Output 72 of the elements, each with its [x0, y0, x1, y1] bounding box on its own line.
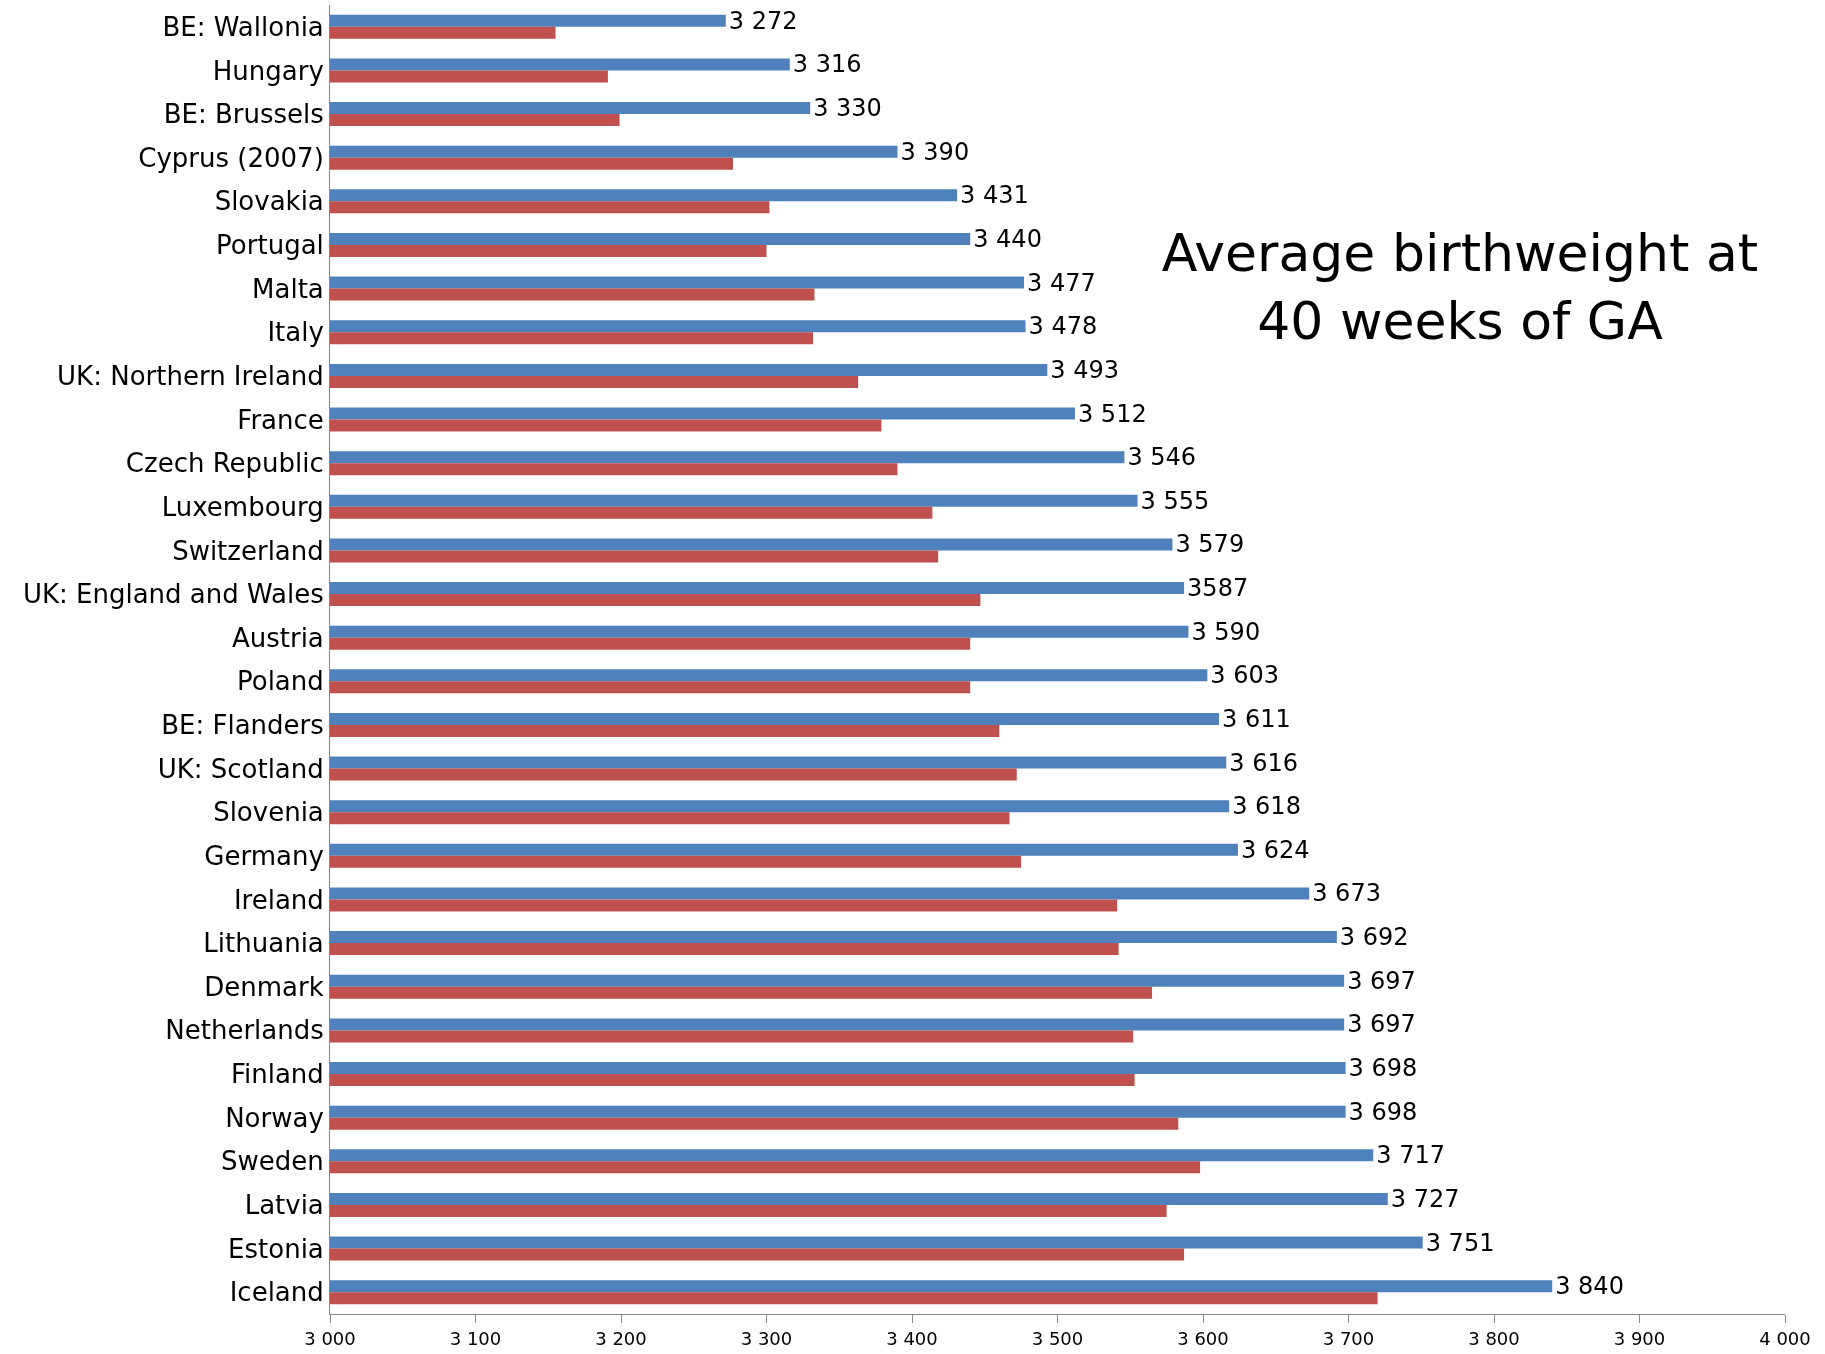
y-tick-label: Italy: [267, 317, 324, 348]
y-tick-label: Norway: [225, 1102, 324, 1133]
data-label: 3 431: [960, 181, 1029, 210]
y-tick-label: Iceland: [229, 1277, 324, 1308]
y-tick-label: Estonia: [228, 1233, 324, 1264]
y-tick-label: Finland: [230, 1059, 324, 1090]
data-label: 3 727: [1390, 1184, 1460, 1213]
data-label: 3 512: [1077, 399, 1147, 428]
y-tick-label: Slovakia: [214, 186, 324, 217]
x-tick-label: 3 100: [449, 1327, 502, 1349]
data-label: 3 272: [728, 6, 798, 35]
text: Average birthweight at 40 weeks of GA: [1160, 222, 1760, 353]
y-tick-label: Switzerland: [172, 535, 324, 566]
x-tick-label: 4 000: [1759, 1327, 1811, 1349]
data-label: 3 751: [1425, 1228, 1495, 1257]
x-tick-label: 3 200: [595, 1327, 647, 1349]
data-label: 3 618: [1232, 792, 1301, 821]
data-label: 3587: [1187, 574, 1249, 603]
y-tick-label: Czech Republic: [125, 448, 324, 479]
data-label: 3 316: [792, 50, 862, 79]
data-label: 3 692: [1339, 923, 1409, 952]
y-tick-label: Malta: [252, 273, 324, 304]
y-tick-label: Slovenia: [213, 797, 324, 828]
data-label: 3 390: [900, 137, 970, 166]
x-tick-label: 3 800: [1468, 1327, 1520, 1349]
data-label: 3 330: [813, 94, 882, 123]
y-tick-label: Sweden: [221, 1146, 324, 1177]
y-tick-label: BE: Flanders: [161, 710, 324, 741]
y-tick-label: Denmark: [204, 971, 324, 1002]
y-tick-label: Lithuania: [203, 928, 324, 959]
data-label: 3 698: [1348, 1054, 1418, 1083]
data-label: 3 579: [1175, 530, 1245, 559]
y-tick-label: BE: Brussels: [163, 99, 324, 130]
x-tick-label: 3 900: [1613, 1327, 1666, 1349]
x-tick-label: 3 400: [886, 1327, 938, 1349]
y-tick-label: BE: Wallonia: [162, 11, 324, 42]
data-label: 3 611: [1222, 704, 1291, 733]
x-tick-label: 3 500: [1031, 1327, 1084, 1349]
data-label: 3 477: [1027, 268, 1096, 297]
data-label: 3 478: [1028, 312, 1098, 341]
data-label: 3 590: [1191, 617, 1261, 646]
data-label: 3 616: [1229, 748, 1298, 777]
x-tick-label: 3 300: [740, 1327, 793, 1349]
y-tick-label: Germany: [204, 840, 324, 871]
data-label: 3 673: [1312, 879, 1381, 908]
y-tick-label: Latvia: [244, 1190, 324, 1221]
y-tick-label: UK: Scotland: [157, 753, 324, 784]
y-tick-label: Cyprus (2007): [138, 142, 324, 173]
data-label: 3 555: [1140, 486, 1210, 515]
data-label: 3 840: [1555, 1272, 1624, 1301]
y-tick-label: Austria: [231, 622, 324, 653]
x-tick-label: 3 700: [1322, 1327, 1375, 1349]
data-label: 3 697: [1347, 966, 1416, 995]
y-tick-label: Hungary: [212, 55, 324, 86]
y-tick-label: Poland: [236, 666, 324, 697]
y-tick-label: UK: England and Wales: [22, 579, 324, 610]
y-tick-label: Netherlands: [165, 1015, 324, 1046]
data-label: 3 624: [1240, 835, 1310, 864]
x-tick-label: 3 000: [304, 1327, 356, 1349]
data-label: 3 493: [1050, 355, 1120, 384]
data-label: 3 697: [1347, 1010, 1416, 1039]
y-tick-label: Luxembourg: [161, 491, 324, 522]
y-tick-label: UK: Northern Ireland: [57, 360, 324, 391]
y-tick-label: Ireland: [233, 884, 324, 915]
data-label: 3 440: [973, 224, 1042, 253]
data-label: 3 717: [1376, 1141, 1445, 1170]
data-label: 3 698: [1348, 1097, 1418, 1126]
x-tick-label: 3 600: [1177, 1327, 1229, 1349]
y-tick-label: France: [237, 404, 324, 435]
y-tick-label: Portugal: [216, 230, 324, 261]
data-label: 3 546: [1127, 443, 1197, 472]
data-label: 3 603: [1210, 661, 1280, 690]
